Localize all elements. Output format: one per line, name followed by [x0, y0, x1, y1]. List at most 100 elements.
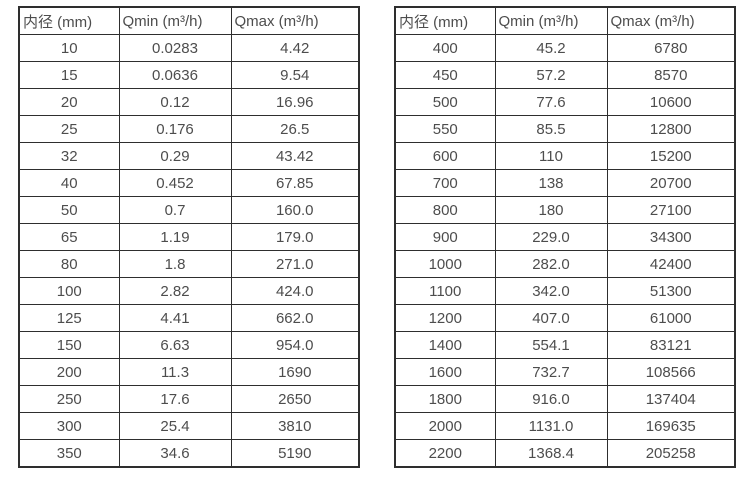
table-cell: 10	[18, 34, 120, 62]
table-cell: 800	[394, 196, 496, 224]
table-cell: 12800	[606, 115, 736, 143]
table-cell: 40	[18, 169, 120, 197]
table-cell: 1800	[394, 385, 496, 413]
flow-spec-table-large-diameters: 内径 (mm) Qmin (m³/h) Qmax (m³/h) 400 45.2 6…	[394, 6, 736, 468]
table-row: 15 0.0636 9.54	[18, 61, 360, 89]
table-cell: 282.0	[494, 250, 608, 278]
table-row: 200 11.3 1690	[18, 358, 360, 386]
table-cell: 77.6	[494, 88, 608, 116]
table-cell: 0.0636	[118, 61, 232, 89]
table-cell: 180	[494, 196, 608, 224]
table-cell: 169635	[606, 412, 736, 440]
table-row: 150 6.63 954.0	[18, 331, 360, 359]
table-row: 900 229.0 34300	[394, 223, 736, 251]
table-cell: 57.2	[494, 61, 608, 89]
table-row: 450 57.2 8570	[394, 61, 736, 89]
table-cell: 110	[494, 142, 608, 170]
table-row: 700 138 20700	[394, 169, 736, 197]
table-cell: 0.176	[118, 115, 232, 143]
table-row: 65 1.19 179.0	[18, 223, 360, 251]
table-cell: 2200	[394, 439, 496, 468]
table-row: 1000 282.0 42400	[394, 250, 736, 278]
table-cell: 6780	[606, 34, 736, 62]
table-cell: 42400	[606, 250, 736, 278]
table-cell: 450	[394, 61, 496, 89]
table-cell: 1.19	[118, 223, 232, 251]
table-cell: 11.3	[118, 358, 232, 386]
table-cell: 3810	[230, 412, 360, 440]
table-row: 2000 1131.0 169635	[394, 412, 736, 440]
flow-spec-table-small-diameters: 内径 (mm) Qmin (m³/h) Qmax (m³/h) 10 0.0283…	[18, 6, 360, 468]
table-cell: 1131.0	[494, 412, 608, 440]
table-cell: 25.4	[118, 412, 232, 440]
table-cell: 50	[18, 196, 120, 224]
table-cell: 160.0	[230, 196, 360, 224]
table-cell: 1000	[394, 250, 496, 278]
table-row: 50 0.7 160.0	[18, 196, 360, 224]
table-row: 600 110 15200	[394, 142, 736, 170]
table-cell: 45.2	[494, 34, 608, 62]
table-row: 550 85.5 12800	[394, 115, 736, 143]
table-cell: 350	[18, 439, 120, 468]
table-cell: 8570	[606, 61, 736, 89]
table-cell: 85.5	[494, 115, 608, 143]
table-row: 500 77.6 10600	[394, 88, 736, 116]
header-qmax: Qmax (m³/h)	[230, 6, 360, 35]
table-row: 2200 1368.4 205258	[394, 439, 736, 468]
table-cell: 9.54	[230, 61, 360, 89]
table-row: 80 1.8 271.0	[18, 250, 360, 278]
table-cell: 1.8	[118, 250, 232, 278]
table-cell: 15	[18, 61, 120, 89]
table-cell: 43.42	[230, 142, 360, 170]
table-cell: 300	[18, 412, 120, 440]
table-cell: 20700	[606, 169, 736, 197]
table-header-row: 内径 (mm) Qmin (m³/h) Qmax (m³/h)	[394, 6, 736, 35]
table-cell: 732.7	[494, 358, 608, 386]
table-cell: 229.0	[494, 223, 608, 251]
table-row: 250 17.6 2650	[18, 385, 360, 413]
table-cell: 550	[394, 115, 496, 143]
table-cell: 51300	[606, 277, 736, 305]
table-cell: 0.452	[118, 169, 232, 197]
table-cell: 407.0	[494, 304, 608, 332]
table-cell: 150	[18, 331, 120, 359]
table-cell: 1600	[394, 358, 496, 386]
table-cell: 17.6	[118, 385, 232, 413]
table-row: 40 0.452 67.85	[18, 169, 360, 197]
table-cell: 271.0	[230, 250, 360, 278]
table-header-row: 内径 (mm) Qmin (m³/h) Qmax (m³/h)	[18, 6, 360, 35]
table-cell: 0.29	[118, 142, 232, 170]
table-cell: 0.12	[118, 88, 232, 116]
table-cell: 954.0	[230, 331, 360, 359]
table-cell: 205258	[606, 439, 736, 468]
table-cell: 179.0	[230, 223, 360, 251]
table-cell: 100	[18, 277, 120, 305]
table-cell: 1100	[394, 277, 496, 305]
table-cell: 1400	[394, 331, 496, 359]
table-cell: 125	[18, 304, 120, 332]
table-cell: 4.42	[230, 34, 360, 62]
table-row: 1400 554.1 83121	[394, 331, 736, 359]
table-cell: 2650	[230, 385, 360, 413]
table-cell: 83121	[606, 331, 736, 359]
table-cell: 700	[394, 169, 496, 197]
table-cell: 424.0	[230, 277, 360, 305]
table-row: 20 0.12 16.96	[18, 88, 360, 116]
table-cell: 108566	[606, 358, 736, 386]
table-cell: 500	[394, 88, 496, 116]
table-cell: 2.82	[118, 277, 232, 305]
table-cell: 1368.4	[494, 439, 608, 468]
table-cell: 0.0283	[118, 34, 232, 62]
table-row: 800 180 27100	[394, 196, 736, 224]
table-row: 1200 407.0 61000	[394, 304, 736, 332]
table-cell: 916.0	[494, 385, 608, 413]
header-qmax: Qmax (m³/h)	[606, 6, 736, 35]
table-row: 300 25.4 3810	[18, 412, 360, 440]
table-cell: 4.41	[118, 304, 232, 332]
table-cell: 600	[394, 142, 496, 170]
table-cell: 25	[18, 115, 120, 143]
table-cell: 137404	[606, 385, 736, 413]
table-cell: 900	[394, 223, 496, 251]
table-cell: 67.85	[230, 169, 360, 197]
table-cell: 0.7	[118, 196, 232, 224]
